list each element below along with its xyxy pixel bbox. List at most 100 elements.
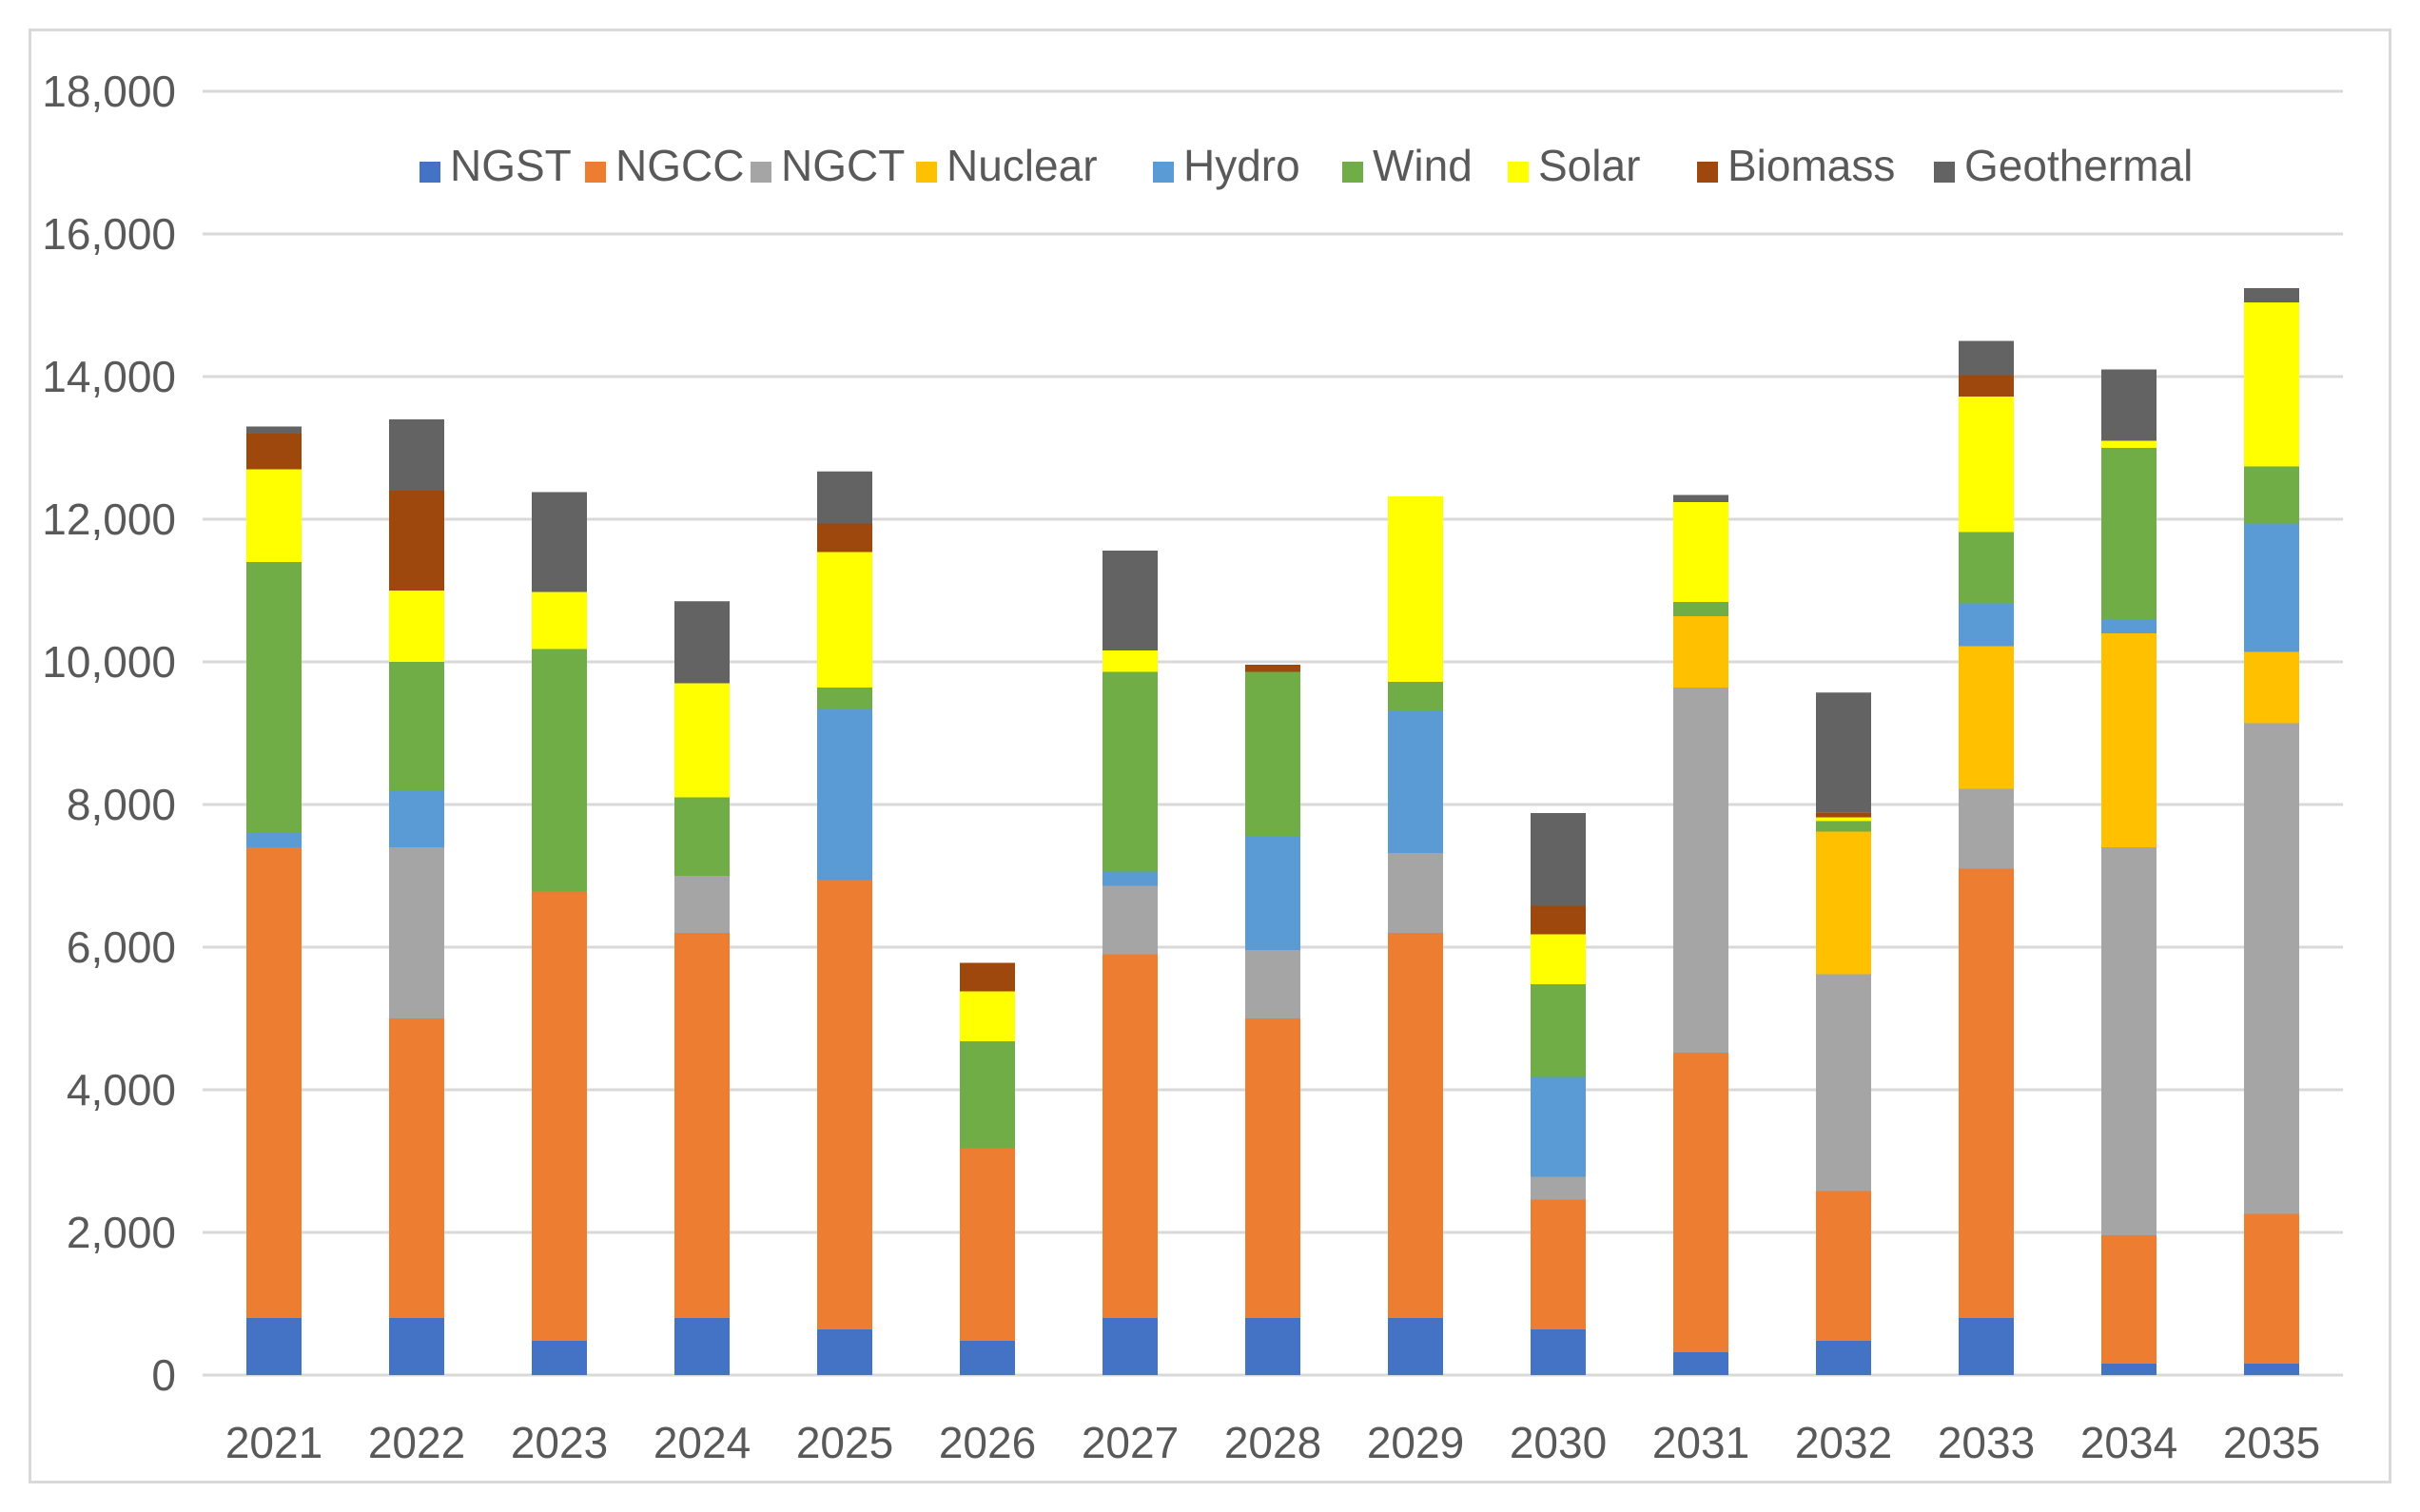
- bar-segment-hydro-2033: [1959, 603, 2014, 647]
- bar-segment-ngct-2028: [1245, 950, 1300, 1018]
- bar-segment-biomass-2030: [1531, 905, 1586, 935]
- x-tick-label: 2034: [2080, 1418, 2177, 1467]
- bar-segment-ngcc-2033: [1959, 868, 2014, 1318]
- bar-segment-wind-2029: [1388, 682, 1443, 710]
- bar-segment-ngct-2029: [1388, 853, 1443, 933]
- bar-segment-ngcc-2035: [2244, 1213, 2299, 1364]
- bar-segment-solar-2034: [2101, 440, 2157, 448]
- bar-segment-solar-2031: [1673, 502, 1728, 602]
- bar-segment-solar-2022: [389, 591, 444, 662]
- bar-segment-ngst-2026: [960, 1341, 1015, 1375]
- bar-segment-solar-2029: [1388, 496, 1443, 682]
- bar-segment-biomass-2026: [960, 962, 1015, 992]
- bar-segment-ngcc-2025: [817, 880, 872, 1329]
- x-tick-label: 2030: [1510, 1418, 1607, 1467]
- x-tick-label: 2032: [1795, 1418, 1892, 1467]
- legend-swatch: [1508, 162, 1529, 183]
- bar-segment-ngst-2023: [532, 1341, 587, 1375]
- bar-segment-ngct-2033: [1959, 788, 2014, 869]
- bar-segment-geothermal-2027: [1103, 551, 1158, 650]
- bar-segment-geothermal-2024: [674, 601, 730, 684]
- legend-label: Geothermal: [1964, 141, 2193, 190]
- bar-segment-wind-2035: [2244, 466, 2299, 524]
- bar-segment-wind-2033: [1959, 532, 2014, 604]
- x-tick-label: 2031: [1652, 1418, 1749, 1467]
- bar-segment-ngcc-2029: [1388, 933, 1443, 1318]
- x-axis-tick-labels: 2021 2022 2023 2024 2025 2026 2027 2028 2029 2030…: [225, 1418, 2320, 1467]
- bar-segment-nuclear-2035: [2244, 651, 2299, 724]
- bar-segment-wind-2032: [1816, 821, 1871, 832]
- bar-segment-biomass-2025: [817, 523, 872, 552]
- bar-segment-solar-2021: [246, 469, 302, 562]
- bar-segment-ngst-2035: [2244, 1364, 2299, 1375]
- bar-segment-geothermal-2025: [817, 471, 872, 524]
- bar-segment-solar-2033: [1959, 397, 2014, 533]
- bar-segment-geothermal-2023: [532, 492, 587, 592]
- bar-segment-wind-2023: [532, 649, 587, 892]
- bar-segment-solar-2023: [532, 591, 587, 649]
- bar-segment-biomass-2022: [389, 491, 444, 591]
- bar-segment-nuclear-2034: [2101, 633, 2157, 847]
- bar-segment-hydro-2027: [1103, 871, 1158, 886]
- bar-segment-nuclear-2033: [1959, 646, 2014, 789]
- x-tick-label: 2026: [939, 1418, 1036, 1467]
- legend-swatch: [420, 162, 440, 183]
- bar-segment-ngst-2034: [2101, 1364, 2157, 1375]
- bar-segment-hydro-2030: [1531, 1076, 1586, 1177]
- bar-segment-ngst-2024: [674, 1318, 730, 1375]
- y-tick-label: 8,000: [67, 780, 176, 829]
- bar-segment-ngcc-2021: [246, 847, 302, 1318]
- bar-segment-geothermal-2022: [389, 419, 444, 491]
- legend-label: NGCC: [615, 141, 744, 190]
- bar-segment-ngcc-2023: [532, 891, 587, 1341]
- bar-segment-wind-2021: [246, 562, 302, 833]
- bar-segment-wind-2024: [674, 797, 730, 876]
- bar-segment-solar-2030: [1531, 934, 1586, 984]
- legend-label: Nuclear: [947, 141, 1098, 190]
- bar-segment-geothermal-2030: [1531, 813, 1586, 906]
- bar-segment-wind-2025: [817, 688, 872, 709]
- bar-segment-solar-2024: [674, 683, 730, 798]
- x-tick-label: 2023: [511, 1418, 608, 1467]
- bar-segment-ngct-2032: [1816, 974, 1871, 1192]
- bar-segment-hydro-2035: [2244, 523, 2299, 652]
- legend-swatch: [1697, 162, 1718, 183]
- y-tick-label: 12,000: [42, 494, 176, 544]
- legend-label: NGCT: [781, 141, 905, 190]
- legend-label: Biomass: [1727, 141, 1895, 190]
- bar-segment-biomass-2033: [1959, 375, 2014, 397]
- legend-label: NGST: [450, 141, 572, 190]
- bars: [246, 288, 2299, 1375]
- bar-segment-geothermal-2035: [2244, 288, 2299, 302]
- legend-label: Wind: [1373, 141, 1473, 190]
- bar-segment-geothermal-2033: [1959, 340, 2014, 376]
- bar-segment-ngst-2031: [1673, 1352, 1728, 1375]
- bar-segment-solar-2032: [1816, 817, 1871, 822]
- legend-swatch: [1934, 162, 1955, 183]
- y-tick-label: 4,000: [67, 1065, 176, 1115]
- bar-segment-ngst-2030: [1531, 1329, 1586, 1375]
- bar-segment-hydro-2022: [389, 790, 444, 847]
- bar-segment-nuclear-2032: [1816, 831, 1871, 975]
- x-tick-label: 2033: [1938, 1418, 2035, 1467]
- bar-segment-ngcc-2032: [1816, 1191, 1871, 1341]
- bar-segment-ngcc-2030: [1531, 1199, 1586, 1329]
- x-tick-label: 2024: [654, 1418, 751, 1467]
- bar-segment-ngct-2022: [389, 847, 444, 1018]
- bar-segment-ngcc-2034: [2101, 1235, 2157, 1364]
- bar-segment-ngct-2030: [1531, 1176, 1586, 1200]
- bar-segment-ngcc-2027: [1103, 954, 1158, 1318]
- bar-segment-wind-2028: [1245, 671, 1300, 836]
- bar-segment-ngst-2022: [389, 1318, 444, 1375]
- y-tick-label: 14,000: [42, 352, 176, 401]
- bar-segment-solar-2026: [960, 991, 1015, 1041]
- y-tick-label: 0: [151, 1350, 176, 1400]
- bar-segment-geothermal-2021: [246, 426, 302, 434]
- y-tick-label: 6,000: [67, 922, 176, 972]
- bar-segment-wind-2022: [389, 662, 444, 790]
- bar-segment-ngcc-2028: [1245, 1018, 1300, 1318]
- bar-segment-wind-2030: [1531, 984, 1586, 1077]
- x-tick-label: 2027: [1082, 1418, 1179, 1467]
- bar-segment-wind-2027: [1103, 671, 1158, 872]
- bar-segment-ngct-2035: [2244, 723, 2299, 1214]
